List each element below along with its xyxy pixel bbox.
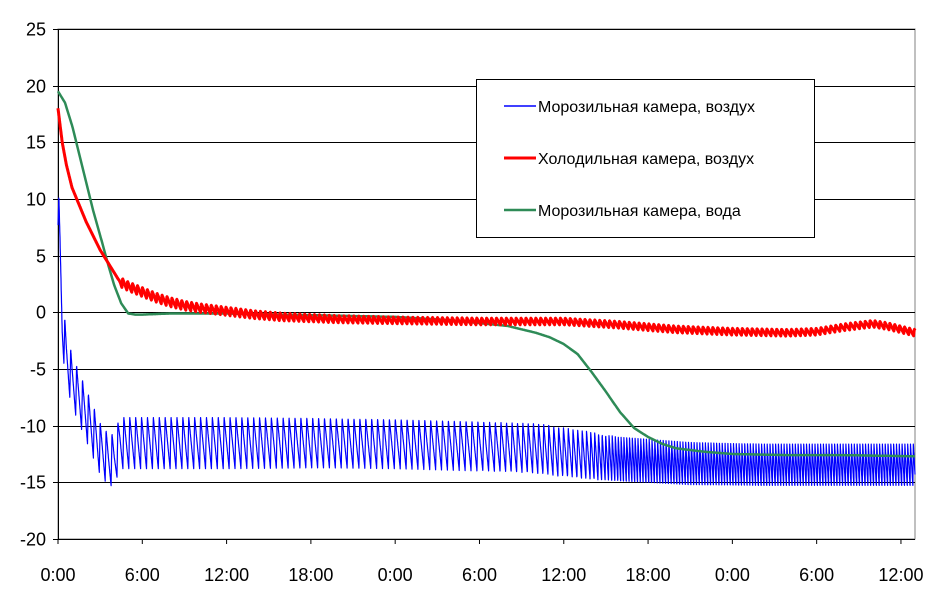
y-tick-label: 10: [26, 190, 46, 210]
legend-label-2: Холодильная камера, воздух: [538, 151, 754, 168]
x-tick-label: 6:00: [799, 565, 834, 585]
x-tick-label: 12:00: [541, 565, 586, 585]
x-tick-label: 18:00: [288, 565, 333, 585]
y-tick-label: 0: [36, 303, 46, 323]
legend: Морозильная камера, воздух Холодильная ка…: [476, 79, 815, 238]
y-tick-label: 5: [36, 247, 46, 267]
y-axis: 25 20 15 10 5 0 -5 -10 -15 -20: [20, 20, 59, 550]
y-tick-label: 20: [26, 77, 46, 97]
y-tick-label: 25: [26, 20, 46, 40]
legend-label-3: Морозильная камера, вода: [538, 203, 741, 220]
x-tick-label: 12:00: [878, 565, 923, 585]
y-tick-label: -5: [30, 360, 46, 380]
x-axis: 0:00 6:00 12:00 18:00 0:00 6:00 12:00 18:00 0:00…: [40, 539, 923, 585]
series-line-1: [57, 197, 916, 487]
series-line-2: [56, 108, 917, 338]
x-tick-label: 0:00: [378, 565, 413, 585]
x-tick-label: 0:00: [715, 565, 750, 585]
x-tick-label: 6:00: [462, 565, 497, 585]
x-tick-label: 0:00: [40, 565, 75, 585]
y-tick-label: -10: [20, 417, 46, 437]
legend-label-1: Морозильная камера, воздух: [538, 99, 755, 116]
series-lines: [56, 90, 917, 487]
y-tick-label: -20: [20, 530, 46, 550]
x-tick-label: 18:00: [626, 565, 671, 585]
x-tick-label: 6:00: [125, 565, 160, 585]
y-tick-label: 15: [26, 133, 46, 153]
y-tick-label: -15: [20, 473, 46, 493]
x-tick-label: 12:00: [204, 565, 249, 585]
